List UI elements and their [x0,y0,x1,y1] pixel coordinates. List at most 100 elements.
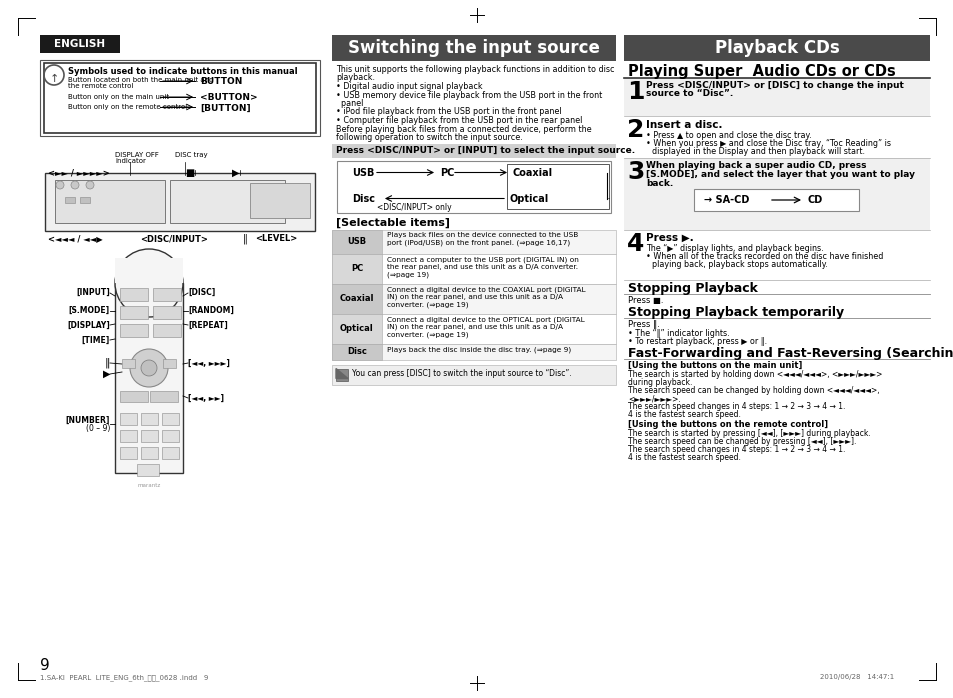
Bar [332,35,616,61]
Bar [152,306,181,319]
Bar [332,230,381,253]
Text: [◄◄, ►►►]: [◄◄, ►►►] [188,359,230,368]
Text: the remote control: the remote control [68,83,133,89]
Bar [141,430,158,442]
Text: <BUTTON>: <BUTTON> [200,94,257,103]
Text: CD: CD [807,195,822,205]
Text: 4: 4 [626,232,643,256]
Text: Press ■.: Press ■. [627,296,662,305]
Text: [◄◄, ►►]: [◄◄, ►►] [188,394,224,403]
Text: [DISC]: [DISC] [188,288,215,297]
Text: • To restart playback, press ▶ or ‖.: • To restart playback, press ▶ or ‖. [627,337,766,346]
Text: [NUMBER]: [NUMBER] [66,415,110,424]
Circle shape [86,181,94,189]
Polygon shape [335,369,348,378]
Text: [TIME]: [TIME] [82,336,110,345]
Bar [162,430,179,442]
Text: ▶: ▶ [232,168,239,178]
Text: This unit supports the following playback functions in addition to disc: This unit supports the following playbac… [335,65,614,74]
Bar [40,60,319,136]
Bar [120,413,137,425]
Text: displayed in the Display and then playback will start.: displayed in the Display and then playba… [651,147,864,156]
Bar [623,35,929,61]
Text: USB: USB [352,168,374,177]
Bar [332,253,381,283]
Text: (0 – 9): (0 – 9) [86,424,110,433]
Text: Playing Super  Audio CDs or CDs: Playing Super Audio CDs or CDs [627,64,895,79]
Text: <►► / ►►►►>: <►► / ►►►►> [48,168,110,177]
Text: Connect a digital device to the COAXIAL port (DIGITAL
IN) on the rear panel, and: Connect a digital device to the COAXIAL … [387,286,585,308]
Text: back.: back. [645,179,673,188]
Text: BUTTON: BUTTON [200,77,242,87]
Circle shape [115,249,183,317]
Bar [120,324,148,337]
Text: Connect a computer to the USB port (DIGITAL IN) on
the rear panel, and use this : Connect a computer to the USB port (DIGI… [387,256,578,278]
Text: [Using the buttons on the remote control]: [Using the buttons on the remote control… [627,420,827,429]
Text: indicator: indicator [115,158,146,164]
Bar [120,391,148,402]
Circle shape [130,349,168,387]
Text: Plays back files on the device connected to the USB
port (iPod/USB) on the front: Plays back files on the device connected… [387,232,578,246]
Text: 2: 2 [626,118,643,142]
Text: • iPod file playback from the USB port in the front panel: • iPod file playback from the USB port i… [335,107,561,117]
Text: • Computer file playback from the USB port in the rear panel: • Computer file playback from the USB po… [335,116,581,125]
Text: ‖: ‖ [105,358,110,369]
Text: 2010/06/28   14:47:1: 2010/06/28 14:47:1 [820,674,893,680]
Text: 1: 1 [626,80,644,104]
Text: Disc: Disc [352,193,375,204]
Bar [120,288,148,301]
Text: The search speed changes in 4 steps: 1 → 2 → 3 → 4 → 1.: The search speed changes in 4 steps: 1 →… [627,445,844,454]
Text: playback.: playback. [335,73,375,82]
Bar [332,253,616,283]
Bar [332,144,616,158]
Text: Press <DISC/INPUT> or [INPUT] to select the input source.: Press <DISC/INPUT> or [INPUT] to select … [335,146,635,155]
Bar [141,413,158,425]
Text: Disc: Disc [347,347,367,356]
Text: Button only on the remote control: Button only on the remote control [68,104,187,110]
Text: Press ‖.: Press ‖. [627,320,659,329]
Bar [332,343,616,359]
Text: • USB memory device file playback from the USB port in the front: • USB memory device file playback from t… [335,91,601,100]
Bar [332,230,616,253]
Text: Connect a digital device to the OPTICAL port (DIGITAL
IN) on the rear panel, and: Connect a digital device to the OPTICAL … [387,316,584,338]
Text: PC: PC [351,264,363,273]
Bar [115,283,183,473]
Text: Coaxial: Coaxial [339,294,374,303]
Text: Stopping Playback temporarily: Stopping Playback temporarily [627,306,843,319]
Text: ‖: ‖ [242,234,247,244]
Text: DISC tray: DISC tray [174,152,208,158]
Bar [152,288,181,301]
Text: [DISPLAY]: [DISPLAY] [67,320,110,329]
Text: [Selectable items]: [Selectable items] [335,218,450,228]
Text: The search speed can be changed by pressing [◄◄], [►►►].: The search speed can be changed by press… [627,437,856,446]
Text: Fast-Forwarding and Fast-Reversing (Searching): Fast-Forwarding and Fast-Reversing (Sear… [627,347,953,360]
Bar [332,313,381,343]
Text: The search speed changes in 4 steps: 1 → 2 → 3 → 4 → 1.: The search speed changes in 4 steps: 1 →… [627,402,844,411]
Bar [162,413,179,425]
Text: The search is started by pressing [◄◄], [►►►] during playback.: The search is started by pressing [◄◄], … [627,429,870,438]
Text: <►►►/►►►>.: <►►►/►►►>. [627,394,680,403]
Text: ENGLISH: ENGLISH [54,39,106,49]
Bar [65,197,75,203]
Bar [122,359,135,368]
Text: Button only on the main unit: Button only on the main unit [68,94,169,100]
Text: Optical: Optical [340,324,374,333]
Bar [170,180,285,223]
Text: Playback CDs: Playback CDs [714,39,839,57]
Bar [623,158,929,230]
Text: [S.MODE]: [S.MODE] [69,306,110,315]
Text: Press ▶.: Press ▶. [645,233,693,243]
Text: <DISC/INPUT> only: <DISC/INPUT> only [376,204,451,212]
Text: • Digital audio input signal playback: • Digital audio input signal playback [335,82,482,91]
Text: [S.MODE], and select the layer that you want to play: [S.MODE], and select the layer that you … [645,170,914,179]
Text: Switching the input source: Switching the input source [348,39,599,57]
Bar [120,306,148,319]
Bar [120,430,137,442]
Bar [45,173,314,231]
Text: You can press [DISC] to switch the input source to “Disc”.: You can press [DISC] to switch the input… [352,369,571,378]
Text: When playing back a super audio CD, press: When playing back a super audio CD, pres… [645,161,865,170]
Bar [693,189,858,211]
Bar [163,359,175,368]
Text: 9: 9 [40,658,50,673]
Circle shape [141,360,157,376]
